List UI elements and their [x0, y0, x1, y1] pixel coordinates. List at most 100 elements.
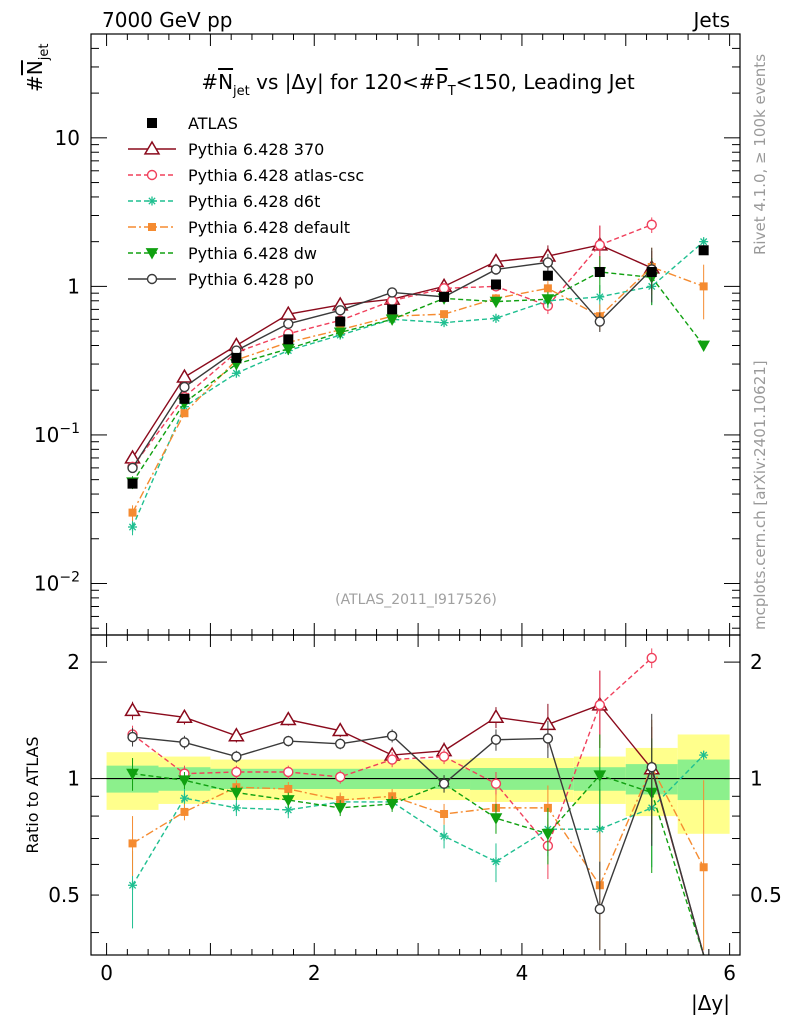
header-left: 7000 GeV pp — [102, 8, 233, 32]
y-tick-label-base-3: 10 — [34, 571, 59, 595]
series-3-ratio-line — [132, 765, 705, 887]
series-3-ratio-point-11 — [699, 863, 708, 872]
title-post: <150, Leading Jet — [456, 70, 635, 94]
series-5-ratio-point-10 — [646, 762, 657, 773]
series-2-ratio-point-0 — [128, 880, 138, 890]
legend-marker-0 — [147, 118, 157, 128]
series-3-main-point-11 — [699, 282, 708, 291]
series-2-ratio-point-11 — [699, 750, 709, 760]
series-2-ratio-point-6 — [439, 831, 449, 841]
legend-entry-6: Pythia 6.428 p0 — [128, 270, 314, 289]
series-1-main-point-10 — [646, 219, 657, 230]
legend-entry-4: Pythia 6.428 default — [128, 218, 350, 237]
series-4-ratio-point-3 — [281, 795, 295, 807]
series-2-main-point-7 — [491, 313, 501, 323]
series-1-ratio-point-2 — [231, 766, 242, 778]
series-1-ratio-point-6 — [438, 751, 450, 762]
series-5-ratio — [127, 713, 705, 956]
ratio-tick-label-right-0: 2 — [750, 650, 763, 674]
series-5-ratio-point-1 — [179, 737, 190, 748]
series-2-main-point-11 — [699, 237, 709, 247]
series-1-main-line — [131, 224, 652, 468]
series-0-ratio-point-7 — [487, 708, 505, 723]
series-5-ratio-point-7 — [490, 734, 502, 745]
series-layer — [124, 217, 711, 956]
series-4-main-point-11 — [697, 340, 711, 353]
legend-marker-5 — [145, 248, 159, 260]
legend-marker-3 — [147, 196, 157, 206]
series-2-ratio-point-2 — [231, 803, 241, 813]
series-5-ratio-point-4 — [335, 738, 346, 749]
legend-label-4: Pythia 6.428 default — [188, 218, 350, 237]
series-5-ratio-point-6 — [438, 778, 450, 789]
x-tick-label-2: 4 — [516, 961, 529, 985]
series-5-main-point-9 — [594, 316, 606, 327]
legend-label-6: Pythia 6.428 p0 — [188, 270, 314, 289]
watermark: (ATLAS_2011_I917526) — [335, 592, 497, 608]
atlas-data — [127, 245, 709, 489]
legend-marker-2 — [146, 169, 158, 181]
series-3-main-point-0 — [128, 508, 137, 517]
series-3-main-point-1 — [180, 409, 189, 418]
series-4-ratio-point-0 — [126, 768, 139, 781]
atlas-data-point-10 — [646, 266, 657, 277]
series-4-main-line — [131, 271, 705, 483]
legend-marker-4 — [148, 223, 156, 231]
series-4-main-point-7 — [489, 296, 503, 309]
legend-label-1: Pythia 6.428 370 — [188, 140, 324, 159]
series-2-main-point-6 — [439, 318, 449, 328]
series-4-ratio-point-9 — [593, 770, 607, 782]
atlas-data-point-7 — [490, 279, 501, 290]
atlas-data-point-2 — [231, 352, 242, 363]
series-4-main-point-4 — [333, 327, 347, 339]
legend-entry-1: Pythia 6.428 370 — [128, 140, 324, 159]
series-2-ratio-line — [131, 754, 705, 886]
atlas-data-point-11 — [698, 245, 709, 256]
title-mid: vs |Δy| for 120<# — [250, 70, 436, 94]
series-4-ratio-point-2 — [230, 787, 243, 800]
series-2-ratio-point-1 — [179, 793, 189, 803]
series-5-main-point-0 — [127, 462, 138, 474]
series-0-ratio-point-2 — [228, 727, 245, 742]
ratio-tick-label-left-0: 2 — [67, 650, 80, 674]
legend-entry-2: Pythia 6.428 atlas-csc — [128, 166, 364, 185]
series-5-main-point-3 — [283, 318, 294, 329]
legend-entry-0: ATLAS — [147, 114, 238, 133]
ratio-ylabel: Ratio to ATLAS — [23, 736, 42, 853]
series-1-ratio-point-9 — [594, 699, 606, 711]
series-2-main-point-0 — [128, 522, 138, 532]
atlas-data-point-6 — [439, 291, 450, 302]
series-1-main-point-9 — [594, 239, 606, 251]
ylabel-n: N — [23, 60, 47, 75]
atlas-data-point-3 — [283, 334, 294, 345]
series-3-ratio — [128, 719, 708, 951]
series-5 — [127, 247, 657, 474]
legend: ATLAS Pythia 6.428 370 Pythia 6.428 atlas-… — [128, 114, 364, 289]
x-tick-label-1: 2 — [308, 961, 321, 985]
series-5-main-point-5 — [386, 287, 398, 298]
series-2-main-point-9 — [595, 292, 605, 302]
chart-title: #Njet vs |Δy| for 120<#PT<150, Leading J… — [201, 70, 635, 99]
series-0-ratio-line — [132, 704, 705, 956]
atlas-data-point-5 — [387, 304, 398, 315]
series-0-ratio-point-1 — [176, 708, 193, 723]
side-text-top: Rivet 4.1.0, ≥ 100k events — [751, 54, 769, 255]
series-5-ratio-point-8 — [542, 733, 554, 744]
series-1-ratio-point-3 — [283, 766, 294, 778]
series-4-main-point-5 — [385, 314, 399, 326]
series-5-ratio-point-3 — [283, 735, 294, 747]
series-4-main-point-3 — [281, 343, 295, 356]
y-tick-label-3: 10−2 — [34, 569, 80, 595]
header-right: Jets — [692, 8, 730, 32]
ylabel-sub: jet — [37, 44, 52, 62]
y-tick-label-exp-3: −2 — [59, 569, 80, 585]
x-tick-label-3: 6 — [723, 961, 736, 985]
legend-label-5: Pythia 6.428 dw — [188, 244, 317, 263]
series-0-main-point-1 — [176, 368, 193, 383]
title-sub-jet: jet — [232, 84, 250, 99]
series-4-ratio-point-8 — [541, 828, 555, 841]
series-1-ratio-point-10 — [646, 652, 657, 664]
legend-label-0: ATLAS — [188, 114, 238, 133]
